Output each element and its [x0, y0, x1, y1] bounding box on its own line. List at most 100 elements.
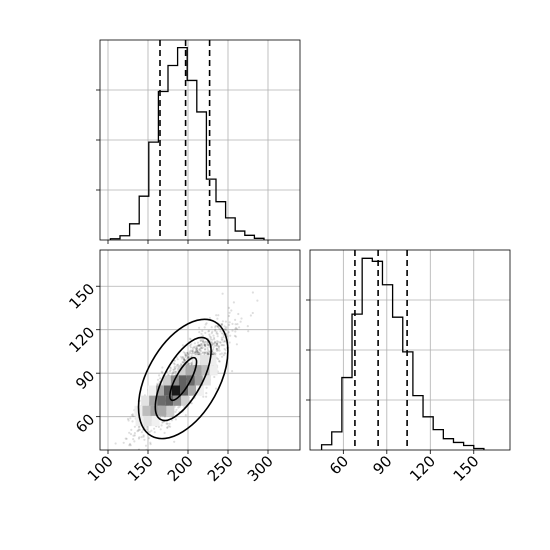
scatter-point	[224, 320, 227, 323]
scatter-point	[198, 344, 201, 347]
scatter-point	[211, 351, 214, 354]
scatter-point	[182, 351, 185, 354]
density-cell	[156, 385, 164, 396]
scatter-point	[128, 431, 131, 434]
scatter-point	[142, 434, 145, 437]
scatter-point	[249, 314, 252, 317]
scatter-point	[170, 419, 174, 422]
scatter-point	[215, 332, 218, 335]
scatter-point	[203, 348, 207, 351]
scatter-point	[166, 422, 169, 425]
scatter-point	[197, 351, 201, 354]
axes-frame	[309, 249, 511, 451]
scatter-point	[174, 410, 177, 413]
scatter-point	[184, 359, 187, 362]
scatter-point	[201, 329, 204, 333]
scatter-point	[223, 325, 226, 328]
scatter-point	[221, 292, 224, 295]
scatter-point	[204, 331, 207, 334]
scatter-point	[214, 329, 217, 332]
scatter-point	[236, 327, 239, 330]
scatter-point	[173, 367, 176, 370]
scatter-point	[205, 322, 208, 325]
y-tick-label: 90	[72, 367, 98, 393]
scatter-point	[195, 351, 198, 354]
scatter-point	[220, 344, 223, 347]
scatter-point	[223, 339, 226, 342]
density-cell	[166, 405, 175, 416]
scatter-point	[218, 360, 221, 363]
density-cell	[185, 365, 194, 376]
scatter-point	[225, 329, 228, 332]
x-tick-label: 250	[204, 452, 237, 485]
scatter-point	[197, 344, 200, 347]
scatter-point	[177, 406, 180, 409]
scatter-point	[168, 422, 171, 425]
scatter-point	[130, 414, 133, 417]
scatter-point	[204, 344, 207, 347]
scatter-point	[194, 351, 197, 355]
scatter-point	[124, 437, 127, 440]
scatter-point	[190, 349, 193, 352]
scatter-point	[207, 350, 211, 353]
scatter-point	[201, 351, 205, 354]
scatter-point	[206, 352, 209, 355]
density-cell	[181, 395, 190, 406]
scatter-point	[213, 375, 216, 379]
scatter-point	[126, 417, 130, 421]
scatter-point	[173, 368, 176, 371]
scatter-point	[187, 356, 190, 359]
scatter-point	[223, 347, 226, 351]
scatter-point	[212, 348, 215, 351]
scatter-point	[173, 363, 176, 366]
scatter-point	[205, 340, 208, 343]
scatter-point	[222, 354, 225, 357]
scatter-point	[220, 332, 224, 335]
scatter-point	[218, 360, 221, 363]
density-cell	[173, 395, 182, 406]
scatter-point	[185, 354, 188, 357]
scatter-point	[236, 323, 239, 326]
scatter-point	[184, 354, 187, 357]
scatter-point	[181, 356, 184, 359]
scatter-point	[181, 360, 184, 364]
scatter-point	[169, 366, 172, 369]
scatter-point	[215, 342, 218, 345]
scatter-point	[169, 425, 172, 428]
scatter-point	[129, 417, 132, 420]
scatter-point	[161, 366, 164, 369]
scatter-point	[181, 356, 184, 359]
scatter-point	[186, 362, 189, 365]
scatter-point	[190, 355, 193, 358]
scatter-point	[133, 432, 136, 435]
scatter-point	[183, 359, 186, 362]
scatter-point	[227, 314, 231, 318]
scatter-point	[193, 345, 196, 348]
scatter-point	[188, 362, 191, 365]
scatter-point	[183, 358, 186, 361]
scatter-point	[174, 367, 177, 370]
scatter-point	[182, 358, 185, 361]
scatter-point	[196, 350, 199, 353]
scatter-point	[198, 331, 201, 334]
scatter-point	[168, 370, 171, 373]
scatter-point	[238, 326, 241, 329]
scatter-point	[199, 349, 203, 353]
scatter-point	[234, 327, 237, 330]
scatter-point	[237, 312, 240, 316]
density-cell	[177, 365, 186, 376]
scatter-point	[208, 335, 212, 338]
scatter-point	[137, 428, 140, 431]
scatter-point	[203, 351, 206, 354]
axes-frame	[99, 39, 301, 241]
scatter-point	[216, 332, 219, 335]
scatter-point	[217, 325, 220, 328]
scatter-point	[251, 291, 254, 294]
density-cell	[172, 385, 180, 396]
scatter-point	[140, 436, 143, 439]
scatter-point	[189, 344, 192, 347]
scatter-point	[213, 341, 216, 344]
scatter-point	[144, 444, 148, 447]
scatter-point	[224, 340, 227, 343]
scatter-point	[203, 326, 206, 329]
